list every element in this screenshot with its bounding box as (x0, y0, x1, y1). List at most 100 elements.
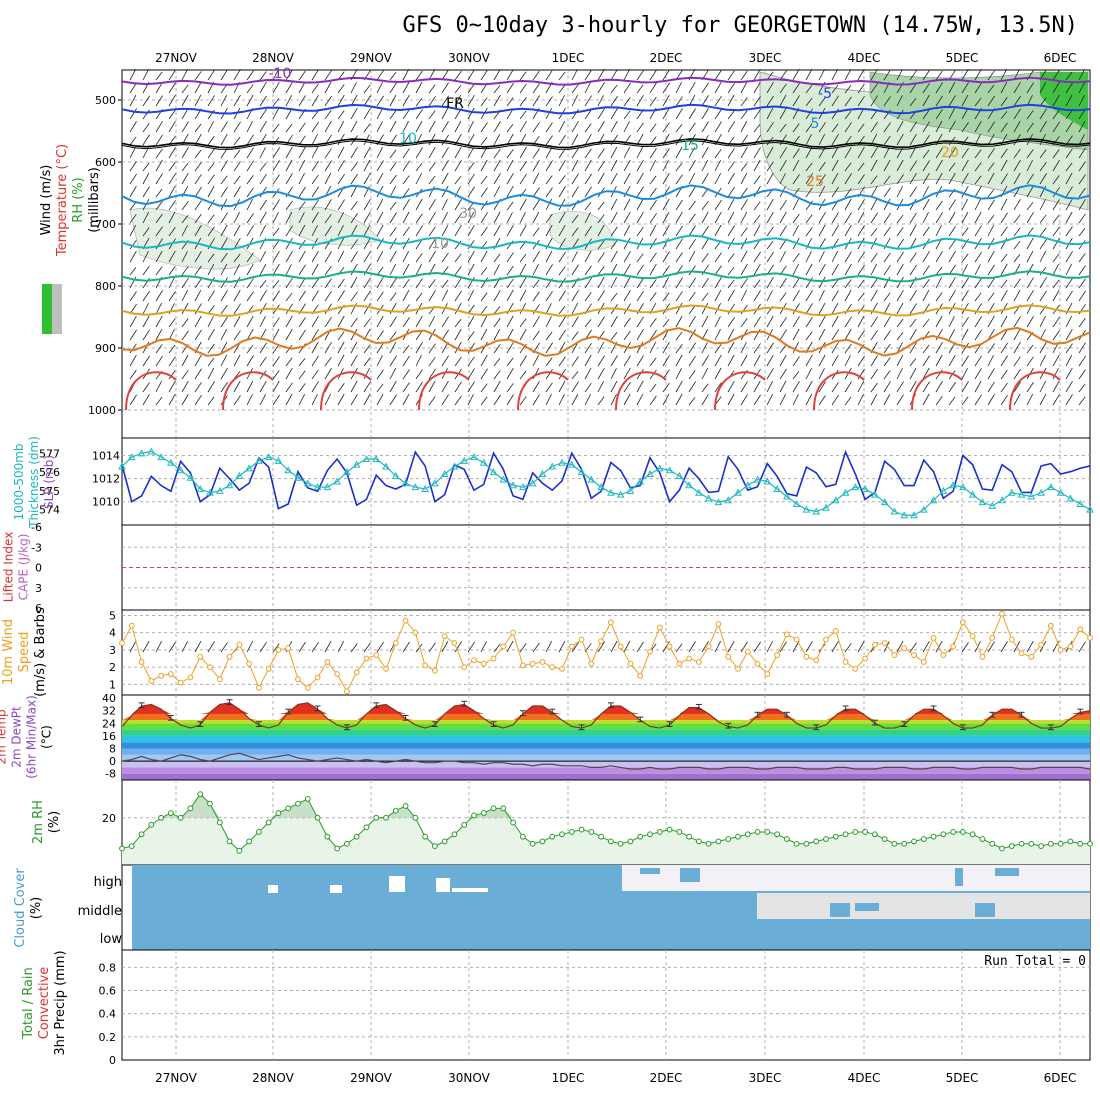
wind-barb (506, 159, 514, 172)
date-label-top: 27NOV (155, 51, 197, 65)
wind-barb (129, 136, 137, 146)
wind-barb (376, 211, 384, 224)
rh2m-line-marker (871, 831, 878, 838)
wind-barb (870, 227, 878, 237)
thickness-line-marker (743, 481, 752, 489)
wind-barb (753, 328, 761, 341)
wind-barb (233, 276, 241, 289)
wind-barb (467, 173, 475, 185)
wind-barb (1013, 198, 1021, 211)
wind-barb (1000, 111, 1008, 120)
wind-barb (571, 393, 579, 406)
wind-barb (987, 199, 995, 211)
wind-barb (610, 198, 618, 211)
wind-barb (467, 368, 475, 380)
panel-axis-label: RH (%) (71, 177, 86, 222)
wind-barb (311, 199, 319, 211)
wind-barb (883, 370, 891, 380)
thickness-line-marker (362, 454, 371, 462)
wind-barb (181, 369, 189, 380)
temp-color-band (122, 767, 1090, 774)
wind-speed-line-marker (1077, 626, 1084, 633)
wind-barb (935, 369, 943, 380)
wind-barb (194, 71, 202, 81)
wind-barb (519, 302, 527, 315)
wind-barb (935, 276, 943, 289)
wind-barb (545, 224, 553, 237)
wind-barb (233, 395, 241, 406)
wind-barb (363, 159, 371, 172)
wind-barb (1078, 187, 1086, 198)
wind-barb (909, 642, 917, 653)
wind-barb (636, 341, 644, 354)
wind-barb (831, 186, 839, 198)
thickness-line-marker (714, 498, 723, 506)
wind-barb (545, 187, 553, 198)
wind-barb (753, 224, 761, 237)
wind-barb (1039, 380, 1047, 393)
wind-barb (155, 355, 163, 367)
wind-barb (766, 380, 774, 393)
wind-barb (896, 227, 904, 237)
wind-barb (1052, 380, 1060, 393)
wind-barb (805, 331, 813, 341)
wind-barb (1026, 356, 1034, 367)
wind-barb (168, 642, 176, 653)
wind-barb (506, 341, 514, 354)
wind-barb (909, 82, 917, 94)
wind-barb (467, 107, 475, 120)
wind-barb (363, 303, 371, 315)
wind-barb (272, 356, 280, 367)
wind-barb (155, 82, 163, 94)
wind-barb (714, 108, 722, 120)
wind-barb (376, 369, 384, 380)
wind-barb (571, 290, 579, 302)
thickness-line-marker (1076, 499, 1085, 507)
tick-label: 20 (102, 812, 116, 825)
thickness-line-marker (695, 488, 703, 496)
wind-barb (467, 211, 475, 224)
wind-barb (662, 265, 670, 276)
wind-barb (857, 380, 865, 393)
wind-speed-line-marker (725, 653, 732, 660)
wind-barb (519, 276, 527, 289)
wind-barb (506, 97, 514, 107)
wind-barb (363, 84, 371, 94)
wind-barb (246, 291, 254, 302)
wind-barb (935, 95, 943, 107)
wind-barb (467, 356, 475, 367)
thickness-line-marker (929, 496, 938, 504)
wind-barb (883, 122, 891, 133)
wind-barb (311, 642, 319, 653)
wind-barb (324, 640, 332, 653)
wind-barb (506, 212, 513, 224)
wind-barb (1039, 81, 1047, 94)
wind-barb (909, 121, 917, 133)
wind-barb (974, 225, 982, 237)
wind-barb (363, 277, 371, 289)
wind-barb (311, 69, 319, 81)
wind-barb (350, 201, 358, 211)
wind-barb (376, 355, 383, 367)
wind-speed-line-marker (197, 653, 204, 660)
temp-color-band (122, 723, 1090, 730)
wind-barb (285, 146, 293, 159)
wind-barb (1065, 328, 1073, 341)
wind-barb (363, 381, 371, 393)
wind-barb (675, 367, 683, 380)
wind-barb (155, 159, 163, 172)
wind-barb (402, 81, 410, 94)
wind-barb (376, 107, 384, 120)
wind-barb (883, 393, 891, 406)
wind-barb (740, 289, 748, 302)
wind-barb (545, 198, 553, 211)
wind-barb (909, 318, 917, 328)
wind-barb (571, 147, 579, 159)
wind-barb (1065, 343, 1073, 354)
wind-barb (415, 292, 423, 302)
wind-barb (805, 173, 813, 185)
wind-barb (766, 81, 774, 94)
tick-label: 0.8 (99, 961, 117, 974)
wind-barb (233, 330, 241, 341)
wind-barb (220, 224, 228, 237)
